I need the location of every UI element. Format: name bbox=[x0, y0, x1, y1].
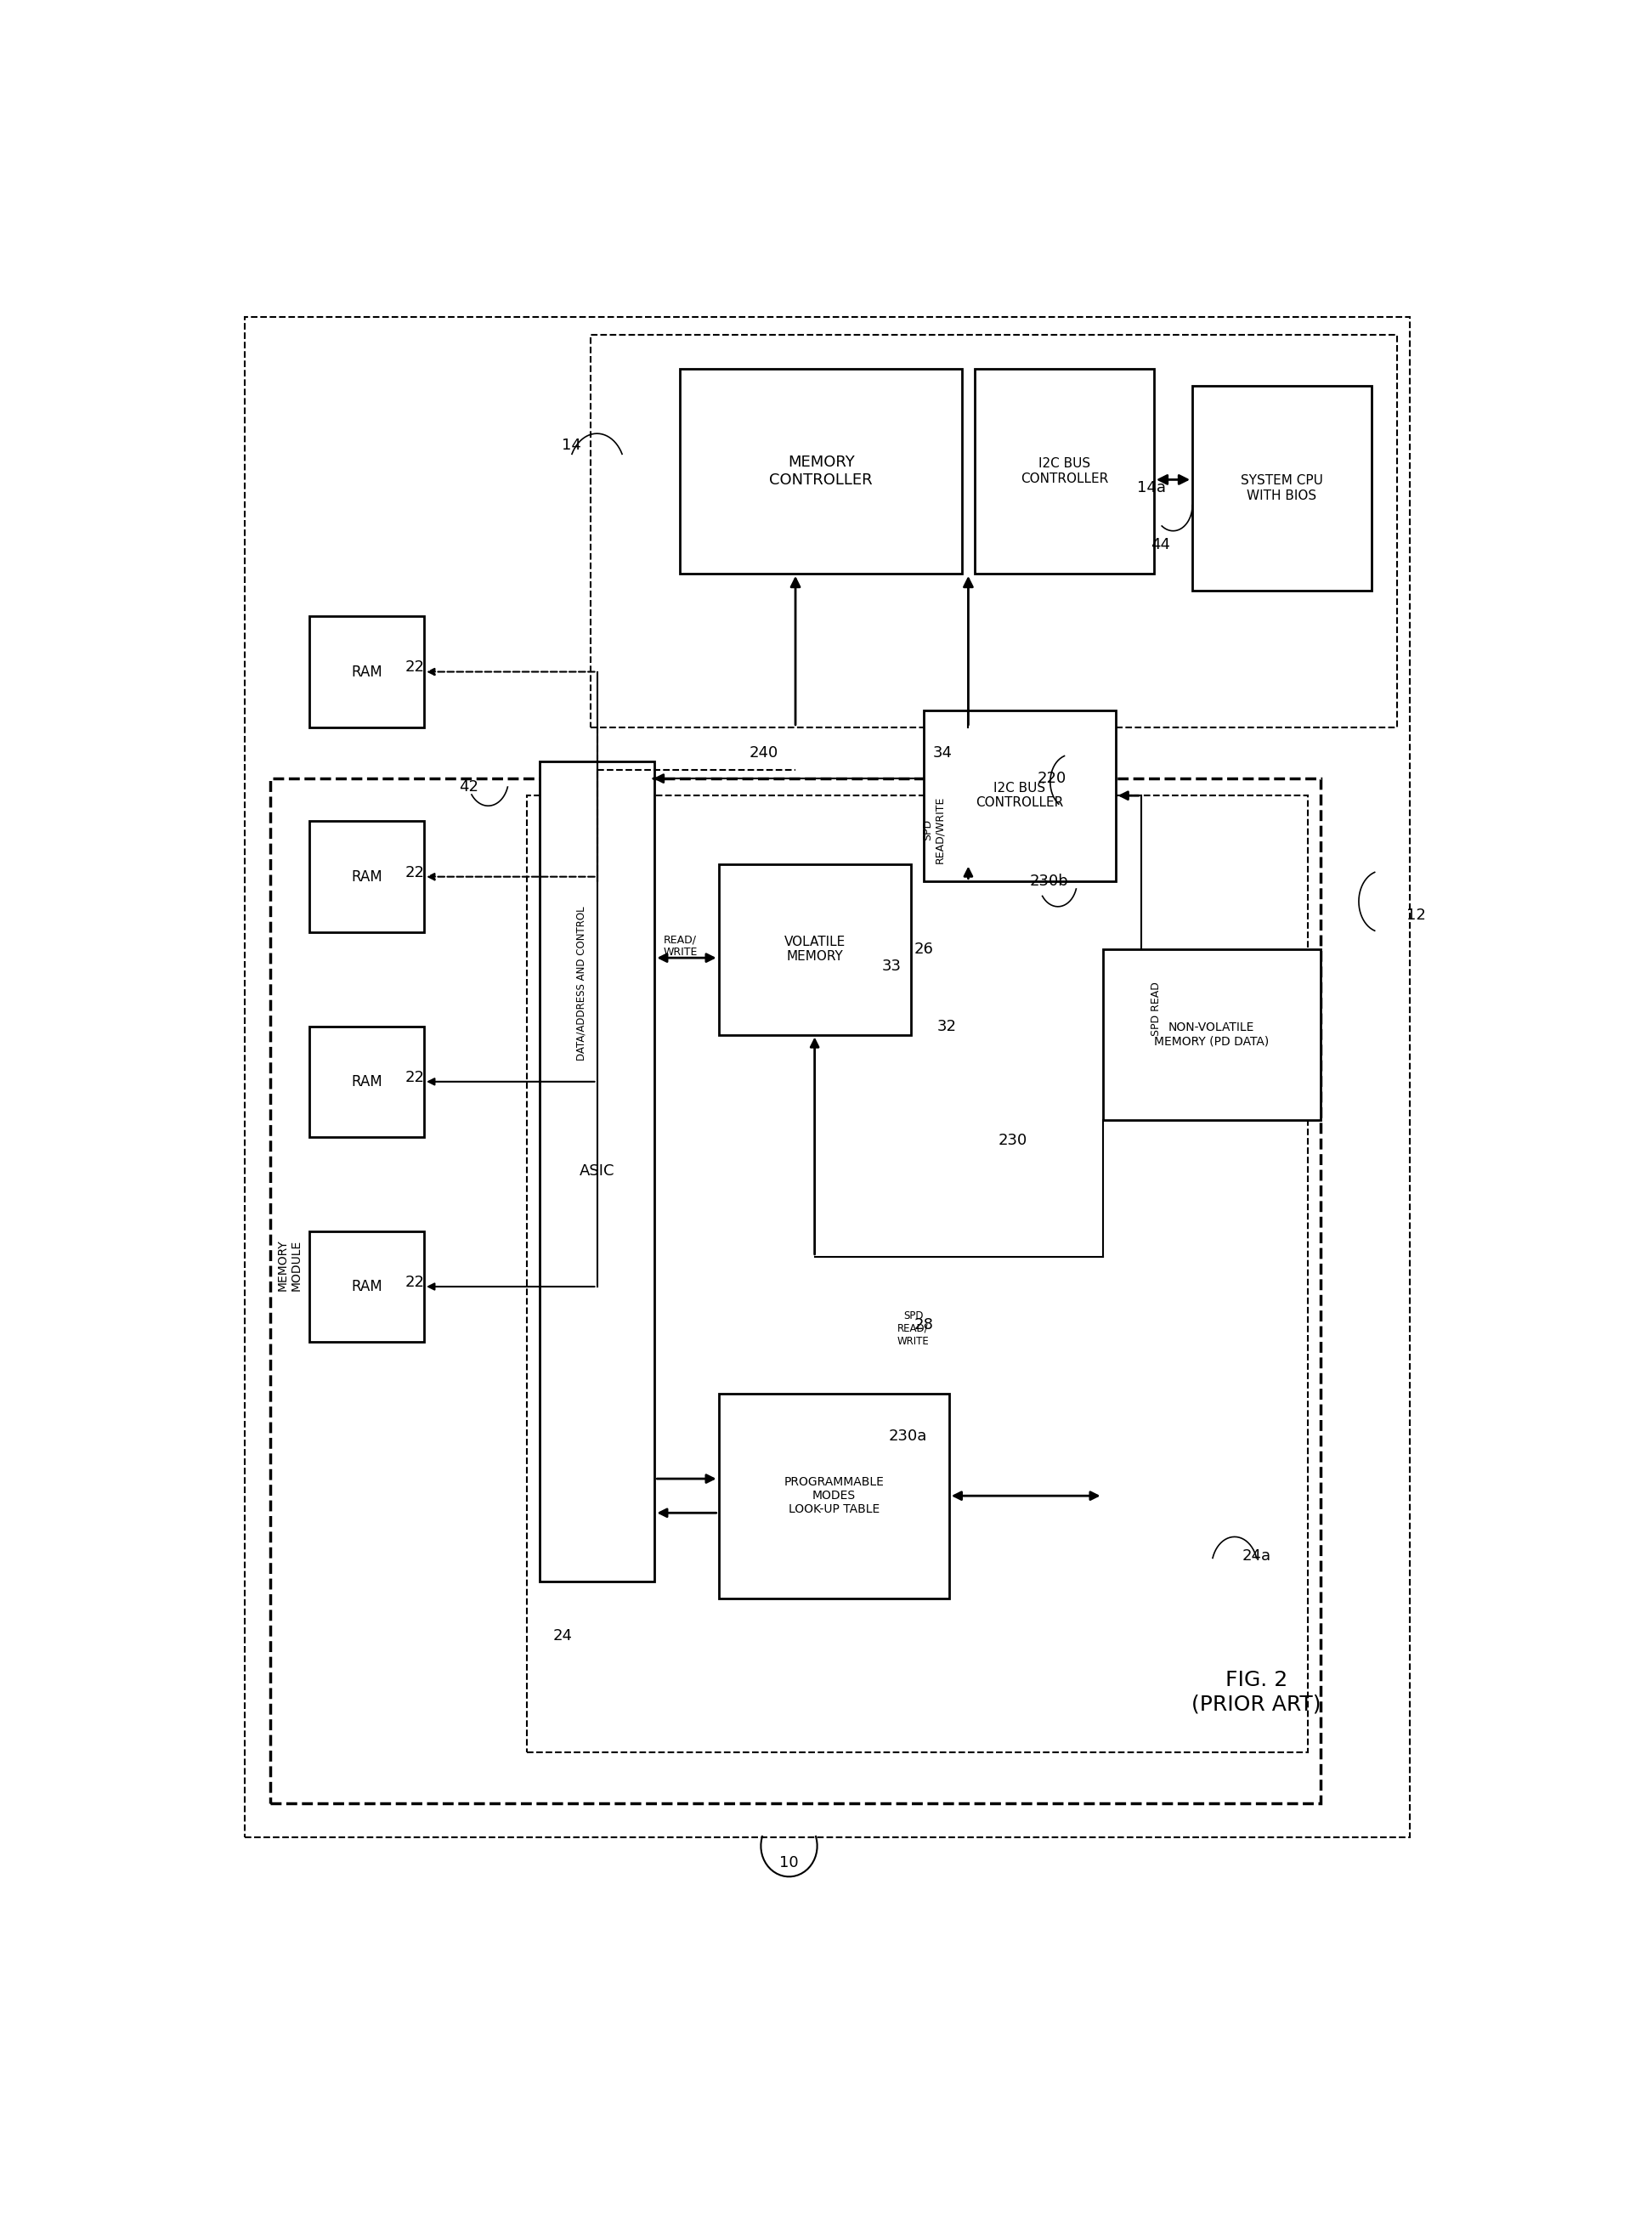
Bar bbox=[244, 317, 1411, 1837]
Text: 14a: 14a bbox=[1137, 481, 1166, 497]
Text: 32: 32 bbox=[937, 1018, 957, 1034]
Text: PROGRAMMABLE
MODES
LOOK-UP TABLE: PROGRAMMABLE MODES LOOK-UP TABLE bbox=[783, 1477, 884, 1515]
Bar bbox=[975, 368, 1153, 574]
Text: RAM: RAM bbox=[350, 869, 382, 885]
Text: SPD
READ/
WRITE: SPD READ/ WRITE bbox=[897, 1311, 930, 1346]
Text: 22: 22 bbox=[405, 1069, 425, 1085]
Text: SPD READ: SPD READ bbox=[1151, 983, 1161, 1036]
Bar bbox=[271, 779, 1320, 1803]
Text: RAM: RAM bbox=[350, 1280, 382, 1295]
Text: 240: 240 bbox=[748, 745, 778, 761]
Text: SPD
READ/WRITE: SPD READ/WRITE bbox=[922, 796, 945, 863]
Bar bbox=[923, 710, 1115, 881]
Text: 230: 230 bbox=[998, 1133, 1028, 1149]
Bar bbox=[1193, 386, 1371, 590]
Text: MEMORY
CONTROLLER: MEMORY CONTROLLER bbox=[770, 455, 872, 488]
Text: NON-VOLATILE
MEMORY (PD DATA): NON-VOLATILE MEMORY (PD DATA) bbox=[1155, 1022, 1269, 1047]
Text: I2C BUS
CONTROLLER: I2C BUS CONTROLLER bbox=[1021, 457, 1108, 486]
Text: 24a: 24a bbox=[1242, 1548, 1270, 1564]
Bar bbox=[681, 368, 961, 574]
Text: 42: 42 bbox=[459, 779, 479, 794]
Text: 33: 33 bbox=[882, 958, 902, 974]
Text: DATA/ADDRESS AND CONTROL: DATA/ADDRESS AND CONTROL bbox=[577, 907, 586, 1060]
Bar bbox=[591, 335, 1398, 728]
Text: 230b: 230b bbox=[1029, 874, 1069, 889]
Bar bbox=[719, 1393, 948, 1599]
Bar bbox=[309, 1027, 425, 1138]
Text: 44: 44 bbox=[1150, 537, 1170, 552]
Text: READ/
WRITE: READ/ WRITE bbox=[662, 934, 697, 958]
Bar bbox=[719, 863, 910, 1034]
Bar bbox=[309, 617, 425, 728]
Text: 22: 22 bbox=[405, 661, 425, 674]
Bar bbox=[1104, 949, 1320, 1120]
Text: 220: 220 bbox=[1037, 772, 1066, 785]
Text: 14: 14 bbox=[562, 437, 582, 452]
Text: RAM: RAM bbox=[350, 663, 382, 679]
Text: FIG. 2
(PRIOR ART): FIG. 2 (PRIOR ART) bbox=[1191, 1670, 1322, 1715]
Bar bbox=[309, 821, 425, 932]
Text: VOLATILE
MEMORY: VOLATILE MEMORY bbox=[785, 936, 846, 963]
Text: 34: 34 bbox=[933, 745, 953, 761]
Text: 12: 12 bbox=[1406, 907, 1426, 923]
Bar bbox=[309, 1231, 425, 1342]
Text: 230a: 230a bbox=[889, 1428, 927, 1444]
Text: ASIC: ASIC bbox=[580, 1164, 615, 1180]
Text: MEMORY
MODULE: MEMORY MODULE bbox=[278, 1240, 302, 1291]
Text: SYSTEM CPU
WITH BIOS: SYSTEM CPU WITH BIOS bbox=[1241, 475, 1323, 501]
Text: 26: 26 bbox=[914, 943, 933, 956]
Text: 24: 24 bbox=[553, 1628, 572, 1644]
Text: 28: 28 bbox=[914, 1317, 933, 1333]
Text: RAM: RAM bbox=[350, 1074, 382, 1089]
Text: 22: 22 bbox=[405, 865, 425, 881]
Text: I2C BUS
CONTROLLER: I2C BUS CONTROLLER bbox=[976, 781, 1064, 810]
Text: 22: 22 bbox=[405, 1275, 425, 1291]
Text: 10: 10 bbox=[780, 1856, 798, 1870]
Bar bbox=[527, 796, 1308, 1752]
Bar bbox=[539, 761, 654, 1581]
